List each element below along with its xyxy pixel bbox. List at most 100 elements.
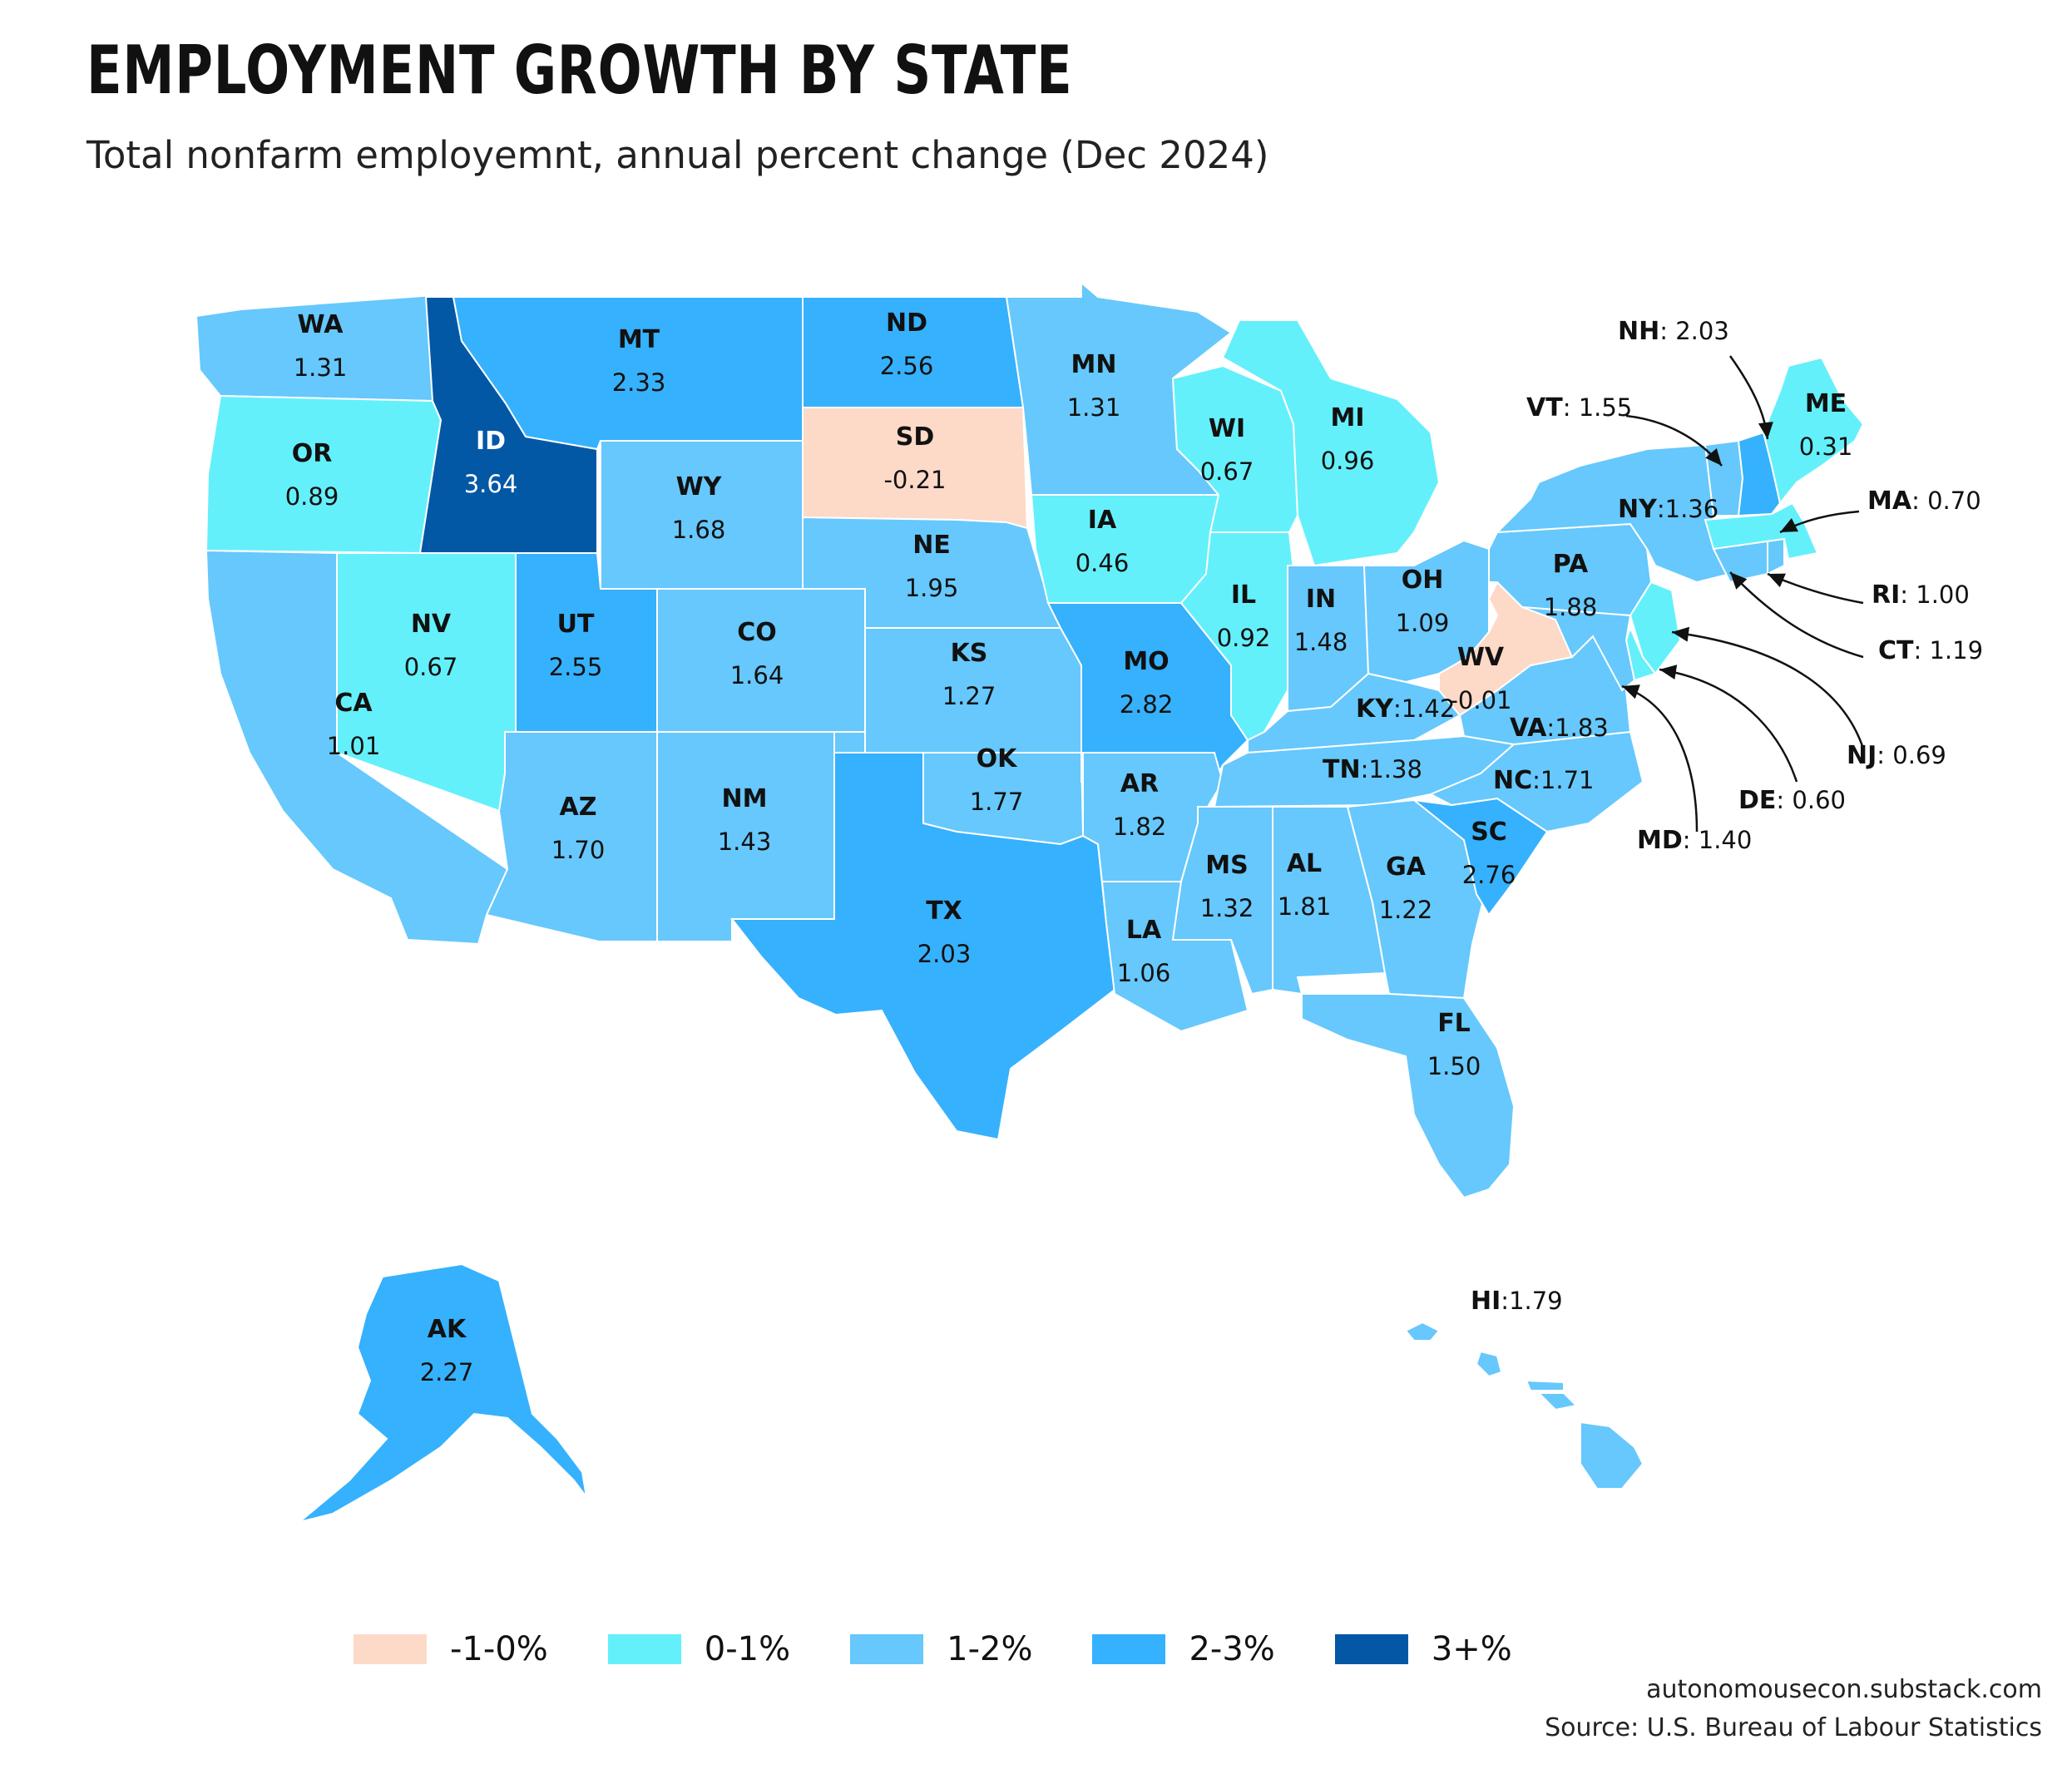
state-value-ks: 1.27 [942,682,996,710]
state-label-ny: NY:1.36 [1618,495,1718,524]
state-abbr-nc: NC [1493,766,1532,795]
state-md [1521,606,1636,692]
state-value-ok: 1.77 [970,788,1024,816]
state-value-tx: 2.03 [917,940,972,968]
state-label-il: IL [1231,581,1256,610]
state-me [1762,356,1865,506]
legend-swatch [607,1634,681,1664]
state-label-ia: IA [1088,506,1117,535]
state-value-mi: 0.96 [1321,447,1375,475]
state-label-nj: NJ: 0.69 [1847,741,1946,770]
state-label-az: AZ [560,793,597,822]
state-label-wy: WY [676,472,723,502]
legend-label: -1-0% [450,1630,548,1668]
state-wy [600,440,804,590]
state-hi-island-2 [1475,1350,1503,1378]
state-abbr-vt: VT [1526,393,1563,422]
state-value-wi: 0.67 [1200,457,1254,486]
callout-arrowhead [1705,447,1722,466]
state-value-sd: -0.21 [883,466,946,494]
state-label-vt: VT: 1.55 [1526,393,1632,422]
state-value-pa: 1.88 [1544,593,1598,621]
state-abbr-de: DE [1738,786,1776,815]
state-label-va: VA:1.83 [1510,714,1609,743]
state-value-nm: 1.43 [718,828,772,856]
legend-item: 1-2% [850,1630,1032,1668]
state-abbr-va: VA [1510,714,1547,743]
state-label-me: ME [1805,389,1847,418]
state-label-mn: MN [1071,350,1117,379]
state-label-sc: SC [1471,818,1507,847]
callout-arrowhead [1672,626,1690,642]
state-value-wy: 1.68 [672,516,726,544]
legend-label: 0-1% [704,1630,791,1668]
state-value-ar: 1.82 [1113,813,1167,841]
state-label-nc: NC:1.71 [1493,766,1594,795]
state-co [656,588,866,733]
legend-swatch [850,1634,924,1664]
state-label-oh: OH [1402,566,1444,595]
state-value-fl: 1.50 [1427,1052,1481,1080]
state-value-ct: 1.19 [1929,636,1983,665]
state-value-la: 1.06 [1117,959,1171,987]
state-label-nv: NV [411,610,452,639]
state-ak [299,1263,587,1523]
state-value-va: 1.83 [1555,714,1609,742]
state-value-az: 1.70 [551,836,606,864]
state-ri [1767,538,1785,576]
source-text: Source: U.S. Bureau of Labour Statistics [1545,1713,2042,1742]
state-label-hi: HI:1.79 [1471,1287,1563,1316]
state-value-me: 0.31 [1799,432,1853,461]
state-abbr-ri: RI [1872,581,1900,610]
callout-arrowhead [1758,422,1773,439]
state-abbr-nh: NH [1618,317,1659,346]
state-label-tx: TX [926,897,962,926]
state-label-ct: CT: 1.19 [1878,636,1983,665]
state-value-ky: 1.42 [1402,694,1456,723]
state-value-ma: 0.70 [1927,487,1981,515]
state-value-vt: 1.55 [1579,393,1633,422]
state-abbr-tn: TN [1323,755,1361,784]
state-label-al: AL [1287,849,1322,878]
state-value-al: 1.81 [1278,892,1332,921]
state-value-ms: 1.32 [1200,894,1254,922]
state-value-oh: 1.09 [1396,609,1450,637]
state-value-sc: 2.76 [1462,861,1516,889]
state-value-or: 0.89 [285,482,339,511]
state-value-wv: -0.01 [1449,686,1511,714]
state-label-id: ID [476,427,506,456]
legend-item: -1-0% [354,1630,548,1668]
state-label-ok: OK [977,744,1019,773]
state-value-tn: 1.38 [1368,755,1422,783]
state-label-md: MD: 1.40 [1637,826,1752,855]
state-label-tn: TN:1.38 [1323,755,1422,784]
state-value-il: 0.92 [1217,624,1271,652]
state-value-ut: 2.55 [549,653,603,681]
legend-label: 2-3% [1189,1630,1275,1668]
state-label-la: LA [1126,916,1162,945]
state-value-mn: 1.31 [1067,393,1121,422]
callout-arrowhead [1659,665,1678,680]
state-wv [1438,581,1574,717]
state-value-ne: 1.95 [905,574,959,602]
state-label-fl: FL [1437,1009,1471,1038]
callout-arrowhead [1768,573,1786,588]
state-abbr-ct: CT [1878,636,1914,665]
state-value-ga: 1.22 [1379,896,1433,924]
state-label-mt: MT [618,325,660,354]
state-label-wa: WA [298,310,344,339]
legend-item: 3+% [1334,1630,1512,1668]
state-label-wv: WV [1457,643,1505,672]
state-label-or: OR [292,439,333,468]
state-value-hi: 1.79 [1509,1287,1563,1315]
state-abbr-ky: KY [1356,694,1394,724]
legend-item: 2-3% [1092,1630,1275,1668]
legend-swatch [1334,1634,1408,1664]
state-label-in: IN [1306,585,1336,614]
state-label-nm: NM [722,784,768,813]
state-label-ga: GA [1386,852,1427,882]
state-label-wi: WI [1209,414,1245,443]
state-value-nj: 0.69 [1892,741,1946,769]
state-label-nh: NH: 2.03 [1618,317,1729,346]
